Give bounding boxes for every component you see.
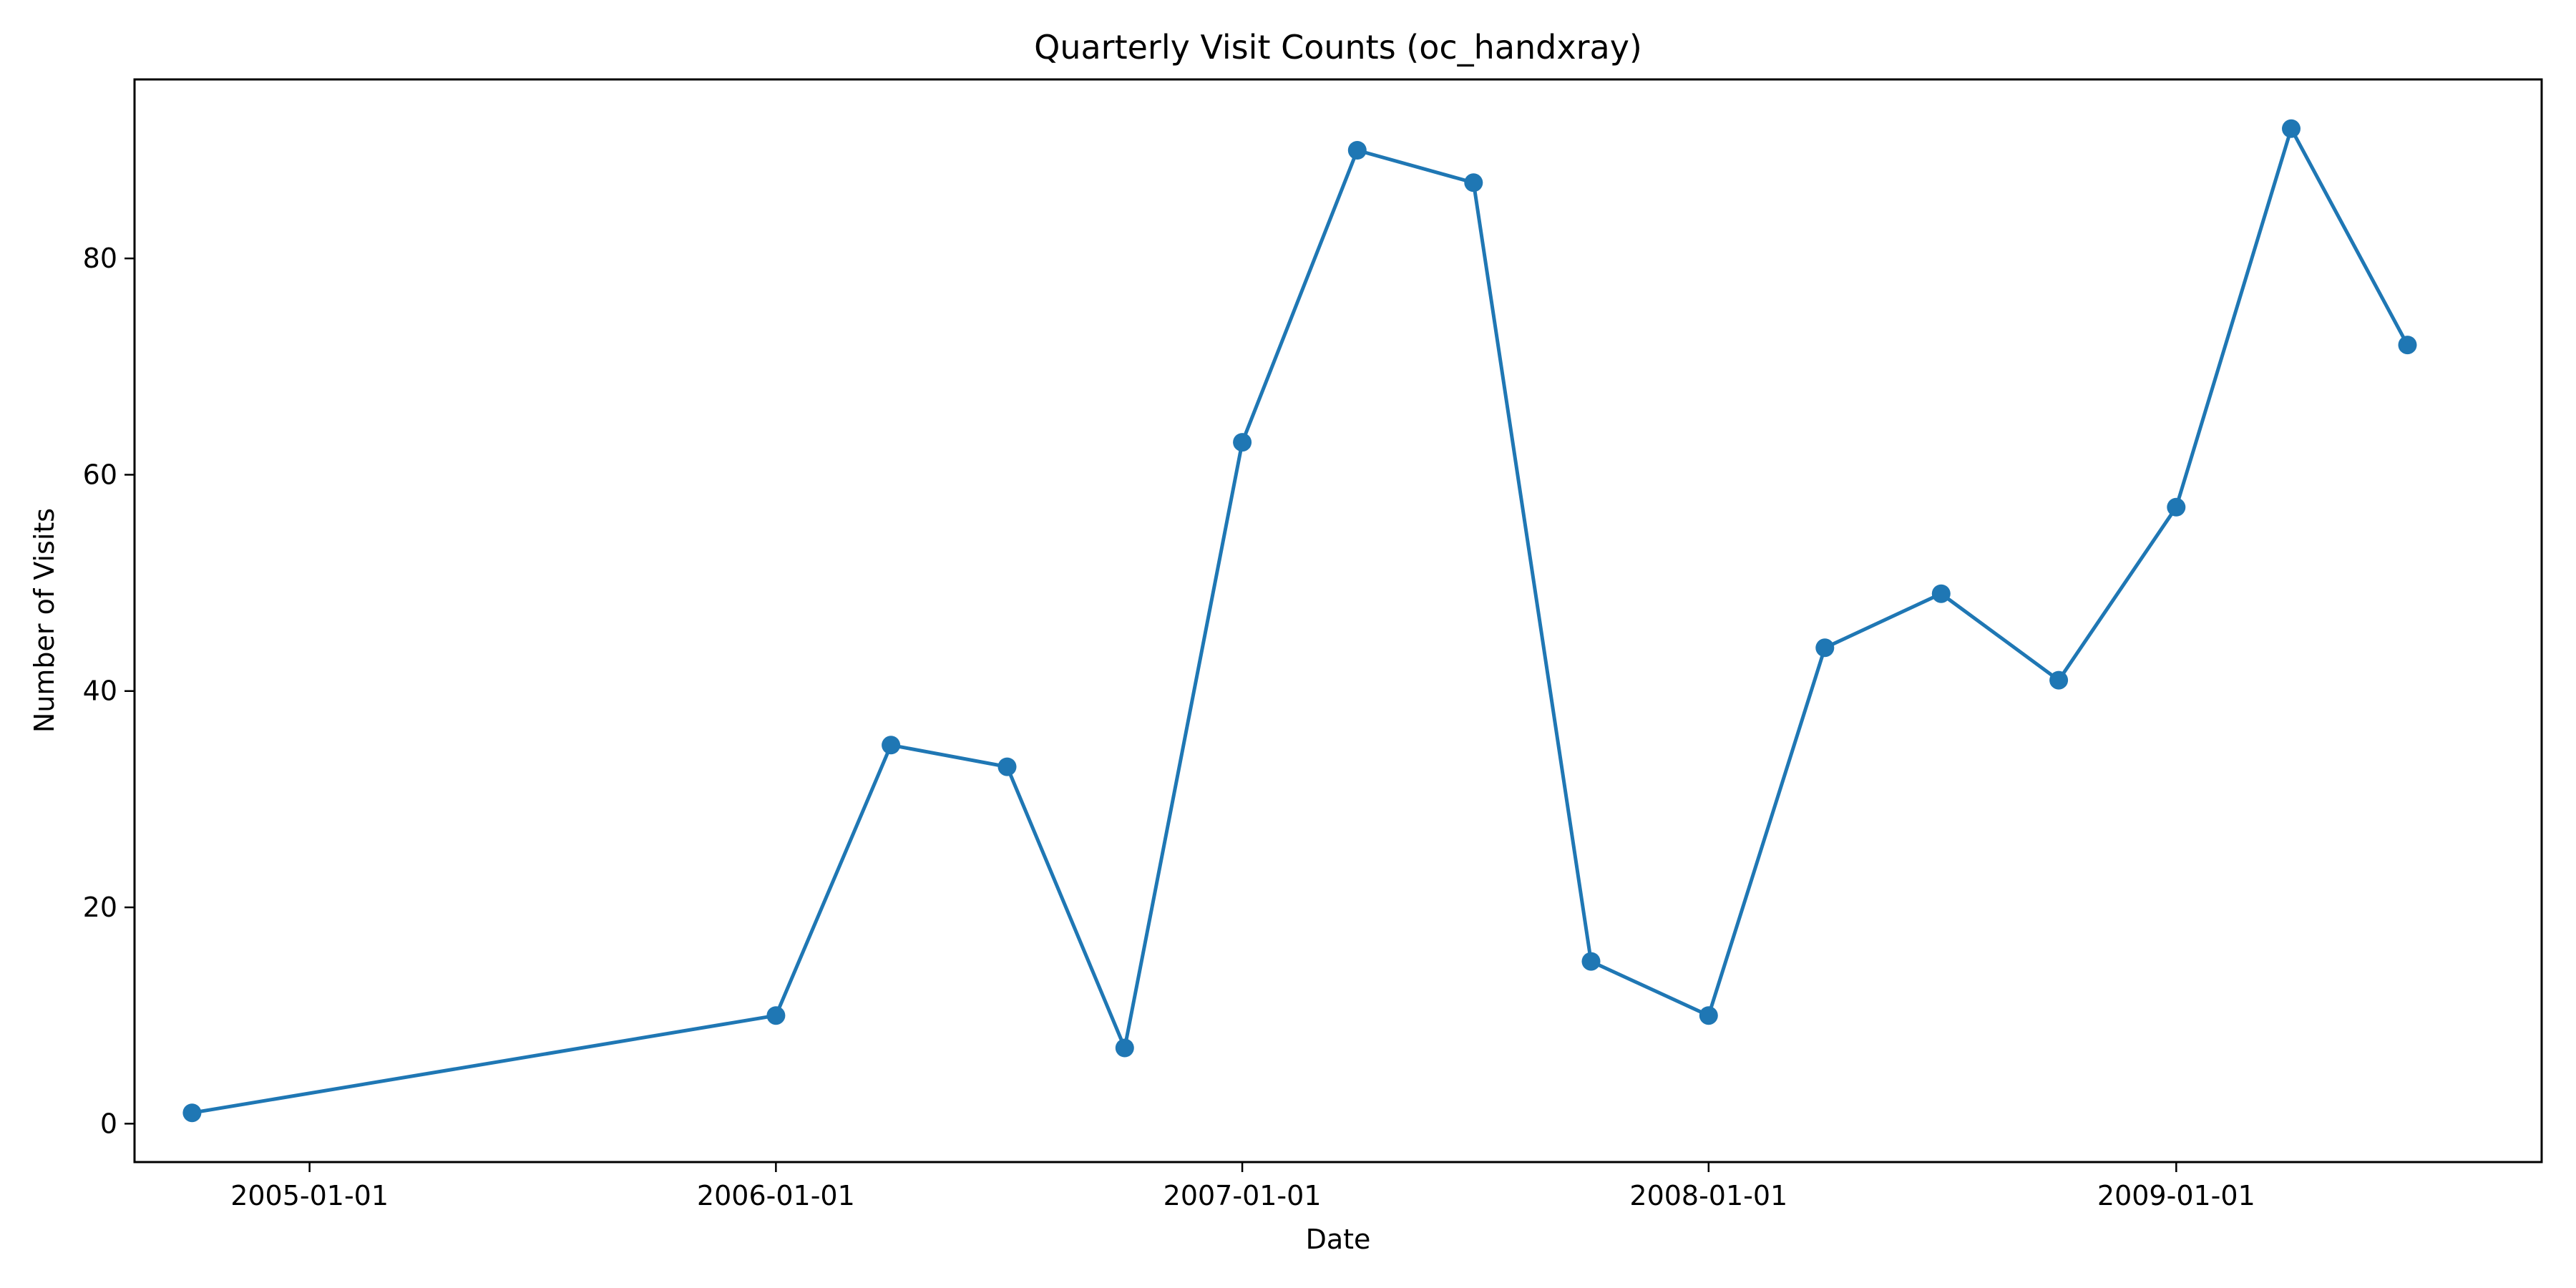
- data-point: [1931, 584, 1951, 603]
- data-point: [766, 1006, 786, 1025]
- x-tick-label: 2005-01-01: [230, 1180, 389, 1211]
- x-tick-label: 2009-01-01: [2097, 1180, 2255, 1211]
- y-tick-label: 60: [83, 459, 117, 490]
- data-point: [1115, 1038, 1134, 1058]
- y-tick-label: 0: [100, 1108, 117, 1139]
- y-axis-label: Number of Visits: [29, 508, 60, 733]
- data-point: [1581, 952, 1601, 971]
- data-point: [2049, 670, 2069, 690]
- x-axis: 2005-01-01 2006-01-01 2007-01-01 2008-01-01…: [230, 1162, 2255, 1211]
- y-tick-label: 40: [83, 675, 117, 707]
- x-tick-label: 2006-01-01: [697, 1180, 855, 1211]
- data-point: [1464, 173, 1483, 192]
- plot-area-frame: [133, 78, 2543, 1163]
- data-point: [1815, 638, 1835, 658]
- data-point: [2282, 119, 2301, 138]
- x-tick-label: 2007-01-01: [1163, 1180, 1322, 1211]
- data-point: [997, 757, 1017, 776]
- y-tick-label: 80: [83, 243, 117, 274]
- series-line: [190, 127, 2409, 1115]
- x-axis-label: Date: [1306, 1224, 1371, 1255]
- data-point: [1699, 1006, 1718, 1025]
- data-point: [882, 736, 901, 755]
- data-point: [2398, 336, 2417, 355]
- y-tick-label: 20: [83, 892, 117, 923]
- data-point: [2167, 497, 2186, 517]
- chart-title: Quarterly Visit Counts (oc_handxray): [1034, 28, 1642, 67]
- plot-series: [182, 119, 2417, 1123]
- y-axis: 0 20 40 60 80: [83, 243, 135, 1139]
- data-point: [1233, 433, 1252, 452]
- data-point: [182, 1103, 202, 1123]
- x-tick-label: 2008-01-01: [1629, 1180, 1787, 1211]
- data-point: [1347, 141, 1367, 160]
